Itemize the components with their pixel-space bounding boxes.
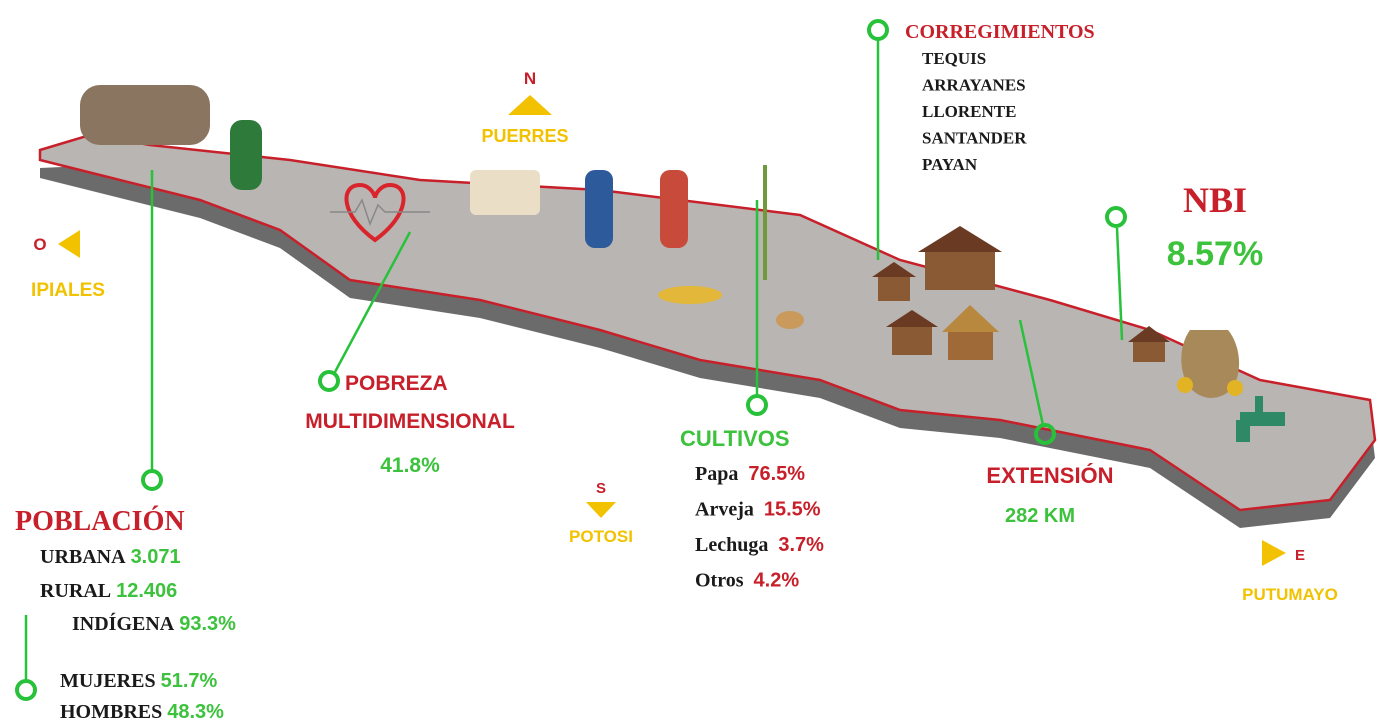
section-value: 41.8% (380, 454, 440, 477)
list-item: PAYAN (922, 155, 978, 174)
list-item: ARRAYANES (922, 76, 1026, 95)
section-title: POBREZA (345, 372, 448, 395)
section-title: CULTIVOS (680, 426, 790, 451)
compass-arrow (1262, 540, 1286, 566)
compass-letter: E (1295, 547, 1305, 564)
pin (15, 679, 37, 701)
compass-place: IPIALES (31, 280, 105, 301)
money-bag (1177, 330, 1243, 398)
crop-row: Otros 4.2% (695, 570, 799, 592)
population-row: HOMBRES 48.3% (60, 701, 224, 721)
leader-line (1018, 319, 1045, 426)
population-value: 3.071 (131, 546, 181, 568)
population-row: URBANA 3.071 (40, 546, 181, 568)
compass-arrow (586, 502, 616, 518)
section-value: 8.57% (1167, 235, 1263, 273)
section-title: CORREGIMIENTOS (905, 21, 1095, 43)
crop-name: Lechuga (695, 534, 768, 556)
leader-line (1115, 227, 1124, 341)
houses (872, 226, 1170, 362)
section-title: NBI (1183, 180, 1247, 220)
crop-row: Papa 76.5% (695, 463, 805, 485)
population-label: HOMBRES (60, 701, 162, 721)
compass-letter: N (524, 69, 536, 88)
population-row: INDÍGENA 93.3% (72, 612, 236, 635)
population-row: RURAL 12.406 (40, 580, 177, 602)
compass-place: POTOSI (569, 527, 633, 546)
crops (658, 165, 804, 329)
compass-place: PUTUMAYO (1242, 585, 1338, 604)
population-label: MUJERES (60, 670, 156, 692)
population-value: 51.7% (161, 670, 218, 692)
population-label: INDÍGENA (72, 612, 175, 635)
pin (1105, 206, 1127, 228)
population-label: RURAL (40, 580, 111, 602)
population-row: MUJERES 51.7% (60, 670, 218, 692)
crop-value: 76.5% (748, 463, 805, 485)
population-label: URBANA (40, 546, 126, 568)
section-title: MULTIDIMENSIONAL (305, 410, 515, 433)
population-value: 48.3% (167, 701, 224, 721)
crop-value: 4.2% (754, 570, 800, 592)
compass-place: PUERRES (481, 126, 568, 146)
crop-value: 3.7% (778, 534, 824, 556)
crop-name: Otros (695, 570, 744, 592)
crop-row: Arveja 15.5% (695, 499, 821, 521)
population-value: 93.3% (179, 613, 236, 635)
population-value: 12.406 (116, 580, 177, 602)
section-value: 282 KM (1005, 505, 1075, 527)
leader-line (333, 231, 412, 373)
crop-name: Papa (695, 463, 738, 485)
heart-icon (330, 182, 430, 243)
list-item: TEQUIS (922, 49, 986, 68)
crop-row: Lechuga 3.7% (695, 534, 824, 556)
pin (141, 469, 163, 491)
faucet (1236, 396, 1285, 442)
section-title: POBLACIÓN (15, 506, 185, 537)
section-title: EXTENSIÓN (986, 463, 1113, 488)
crop-value: 15.5% (764, 499, 821, 521)
map (38, 133, 1377, 512)
compass-letter: S (596, 480, 606, 497)
pin (318, 370, 340, 392)
pin (746, 394, 768, 416)
list-item: SANTANDER (922, 129, 1027, 148)
pin (867, 19, 889, 41)
list-item: LLORENTE (922, 102, 1016, 121)
crop-name: Arveja (695, 499, 754, 521)
pin (1034, 423, 1056, 445)
compass-arrow (508, 95, 552, 115)
compass-arrow (58, 230, 80, 258)
people (80, 85, 688, 248)
compass-letter: O (33, 235, 46, 254)
